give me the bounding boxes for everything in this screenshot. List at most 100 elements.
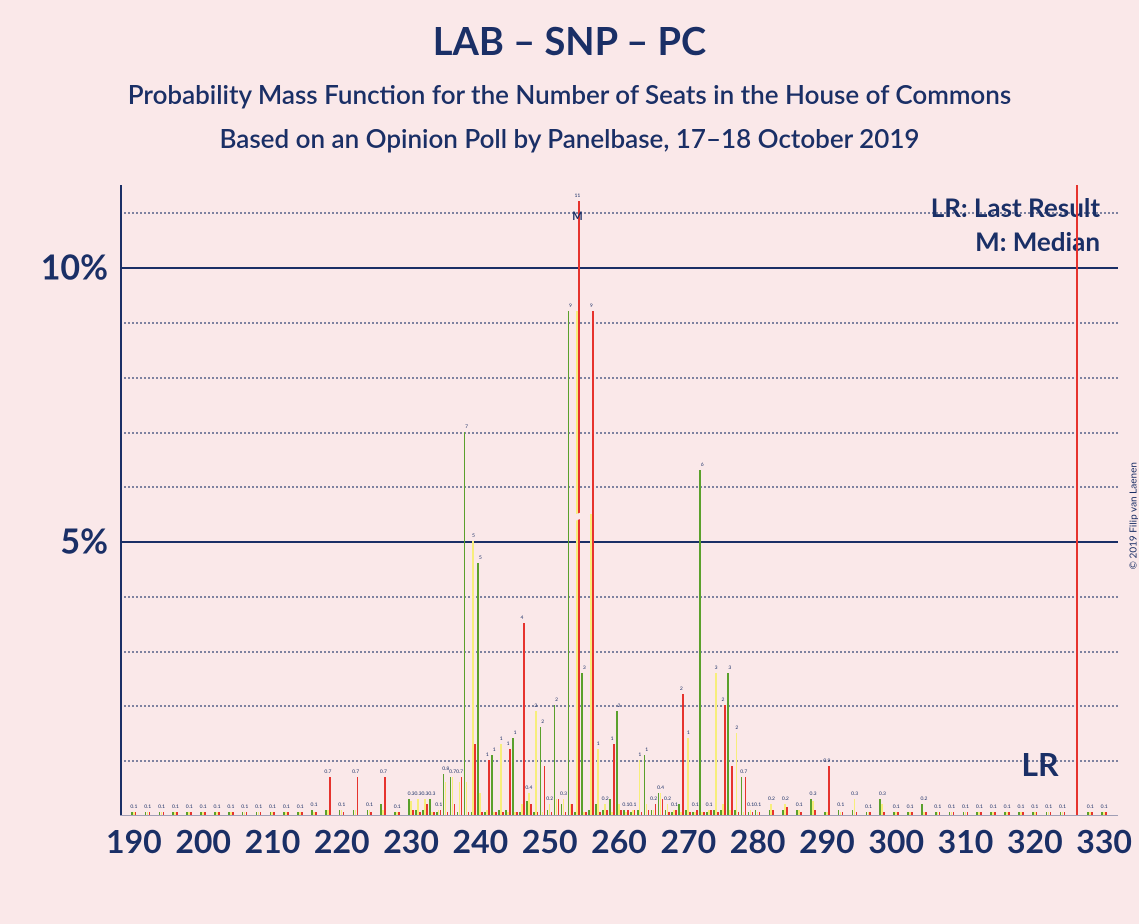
bar-value-label: 0.1 [622, 802, 629, 808]
bar-value-label: 7 [465, 424, 468, 430]
bar-red [384, 777, 386, 815]
copyright-text: © 2019 Filip van Laenen [1127, 462, 1139, 569]
bar-yellow [445, 782, 447, 815]
x-tick-label: 210 [245, 821, 301, 860]
bar-value-label: 9 [590, 303, 593, 309]
bar-value-label: 0.2 [768, 796, 775, 802]
x-tick-label: 250 [522, 821, 578, 860]
bar-value-label: 0.1 [283, 804, 290, 810]
bar-value-label: 0.2 [546, 796, 553, 802]
bar-value-label: 0.1 [172, 804, 179, 810]
bar-value-label: 0.1 [706, 802, 713, 808]
bar-value-label: 0.1 [311, 802, 318, 808]
bar-value-label: 1 [638, 752, 641, 758]
bar-value-label: 0.1 [948, 804, 955, 810]
bar-value-label: 5 [479, 555, 482, 561]
bar-red [454, 804, 456, 815]
x-axis-baseline [120, 815, 1118, 816]
bar-value-label: 0.1 [269, 804, 276, 810]
x-tick-label: 270 [660, 821, 716, 860]
bar-value-label: 0.2 [602, 796, 609, 802]
bar-value-label: 1 [493, 747, 496, 753]
bar-value-label: 0.2 [650, 796, 657, 802]
bar-value-label: 5 [472, 533, 475, 539]
bar-value-label: 0.1 [893, 804, 900, 810]
bar-value-label: 1 [500, 736, 503, 742]
bar-value-label: 0.7 [740, 769, 747, 775]
chart-subtitle-1: Probability Mass Function for the Number… [0, 78, 1139, 110]
gridline-major [120, 267, 1118, 269]
bar-value-label: 0.1 [158, 804, 165, 810]
bar-red [655, 804, 657, 815]
x-tick-label: 220 [314, 821, 370, 860]
bar-value-label: 0.1 [692, 802, 699, 808]
bar-yellow [535, 711, 537, 815]
y-axis [120, 185, 122, 815]
bar-red [357, 777, 359, 815]
bar-value-label: 0.1 [394, 804, 401, 810]
bar-value-label: 0.7 [449, 769, 456, 775]
bar-value-label: 0.9 [823, 758, 830, 764]
bar-value-label: 0.1 [754, 802, 761, 808]
bar-value-label: 2 [555, 697, 558, 703]
bar-red [523, 623, 525, 815]
chart-title: LAB – SNP – PC [0, 18, 1139, 64]
bar-value-label: 1 [687, 730, 690, 736]
bar-value-label: 2 [680, 686, 683, 692]
bar-yellow [687, 738, 689, 815]
bar-value-label: 4 [521, 615, 524, 621]
bar-value-label: 0.3 [421, 791, 428, 797]
gridline-minor [120, 432, 1118, 434]
bar-value-label: 0.1 [1045, 804, 1052, 810]
x-tick-label: 290 [799, 821, 855, 860]
bar-red [828, 766, 830, 815]
bar-value-label: 0.1 [1087, 804, 1094, 810]
bar-green [616, 711, 618, 815]
x-tick-label: 230 [383, 821, 439, 860]
bar-value-label: 1 [597, 741, 600, 747]
bar-value-label: 1 [486, 752, 489, 758]
bar-red [558, 799, 560, 815]
bar-value-label: 0.3 [560, 791, 567, 797]
bar-yellow [597, 749, 599, 815]
bar-red [426, 804, 428, 815]
x-tick-label: 300 [868, 821, 924, 860]
plot-area: 5%10%19020021022023024025026027028029030… [120, 185, 1118, 855]
bar-value-label: 1 [611, 736, 614, 742]
x-tick-label: 330 [1076, 821, 1132, 860]
bar-value-label: 2 [541, 719, 544, 725]
bar-value-label: 0.1 [990, 804, 997, 810]
bar-red [731, 766, 733, 815]
bar-value-label: 0.7 [352, 769, 359, 775]
lr-label: LR [1021, 744, 1058, 783]
bar-value-label: 0.3 [851, 791, 858, 797]
gridline-minor [120, 651, 1118, 653]
bar-value-label: 11 [575, 193, 581, 199]
x-tick-label: 200 [175, 821, 231, 860]
x-tick-label: 190 [106, 821, 162, 860]
bar-value-label: 0.1 [934, 804, 941, 810]
bar-value-label: 3 [715, 665, 718, 671]
bar-green [727, 673, 729, 815]
bar-value-label: 2 [735, 725, 738, 731]
bar-red [662, 799, 664, 815]
bar-value-label: 0.1 [837, 802, 844, 808]
bar-value-label: 0.4 [525, 785, 532, 791]
bar-red [724, 705, 726, 815]
bar-green [491, 755, 493, 815]
bar-red [745, 777, 747, 815]
bar-yellow [715, 673, 717, 815]
bar-value-label: 0.1 [144, 804, 151, 810]
bar-green [477, 563, 479, 815]
bar-value-label: 1 [507, 741, 510, 747]
bar-value-label: 1 [645, 747, 648, 753]
bar-value-label: 0.1 [747, 802, 754, 808]
bar-red [488, 760, 490, 815]
bar-value-label: 0.7 [456, 769, 463, 775]
x-tick-label: 320 [1007, 821, 1063, 860]
bar-red [329, 777, 331, 815]
gridline-minor [120, 377, 1118, 379]
bar-green [741, 777, 743, 815]
chart-container: LAB – SNP – PC Probability Mass Function… [0, 0, 1139, 924]
bar-green [581, 673, 583, 815]
